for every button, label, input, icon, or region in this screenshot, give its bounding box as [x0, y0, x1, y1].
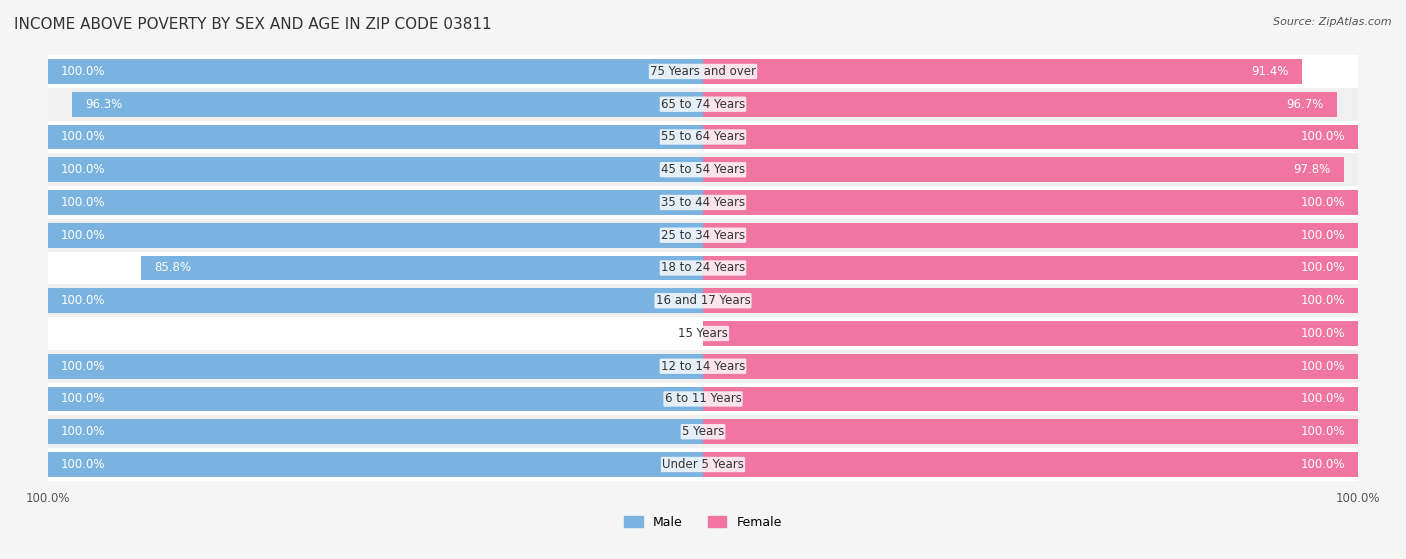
Text: 96.7%: 96.7% [1286, 98, 1323, 111]
Bar [703, 419, 1358, 444]
Bar [48, 186, 1358, 219]
Bar [48, 386, 703, 411]
Text: 100.0%: 100.0% [60, 392, 105, 405]
Text: 65 to 74 Years: 65 to 74 Years [661, 98, 745, 111]
Bar [703, 190, 1358, 215]
Bar [703, 288, 1358, 313]
Bar [48, 448, 1358, 481]
Text: 15 Years: 15 Years [678, 327, 728, 340]
Bar [703, 354, 1358, 378]
Text: INCOME ABOVE POVERTY BY SEX AND AGE IN ZIP CODE 03811: INCOME ABOVE POVERTY BY SEX AND AGE IN Z… [14, 17, 492, 32]
Text: 100.0%: 100.0% [1301, 262, 1346, 274]
Bar [48, 125, 703, 149]
Bar [48, 121, 1358, 153]
Text: 16 and 17 Years: 16 and 17 Years [655, 294, 751, 307]
Bar [703, 452, 1358, 477]
Text: 100.0%: 100.0% [1301, 196, 1346, 209]
Text: 5 Years: 5 Years [682, 425, 724, 438]
Bar [703, 223, 1358, 248]
Text: 75 Years and over: 75 Years and over [650, 65, 756, 78]
Text: 100.0%: 100.0% [60, 229, 105, 241]
Text: 100.0%: 100.0% [60, 196, 105, 209]
Text: 45 to 54 Years: 45 to 54 Years [661, 163, 745, 176]
Bar [703, 386, 1358, 411]
Text: 12 to 14 Years: 12 to 14 Years [661, 360, 745, 373]
Bar [48, 285, 1358, 317]
Bar [48, 350, 1358, 382]
Bar [141, 255, 703, 281]
Bar [703, 125, 1358, 149]
Bar [48, 223, 703, 248]
Text: 100.0%: 100.0% [60, 458, 105, 471]
Bar [48, 317, 1358, 350]
Text: 100.0%: 100.0% [1301, 360, 1346, 373]
Text: 97.8%: 97.8% [1294, 163, 1330, 176]
Bar [48, 219, 1358, 252]
Text: 100.0%: 100.0% [1301, 392, 1346, 405]
Text: 100.0%: 100.0% [1301, 229, 1346, 241]
Bar [703, 157, 1344, 182]
Text: 100.0%: 100.0% [1301, 425, 1346, 438]
Text: 100.0%: 100.0% [60, 425, 105, 438]
Bar [48, 452, 703, 477]
Text: 35 to 44 Years: 35 to 44 Years [661, 196, 745, 209]
Text: 100.0%: 100.0% [60, 65, 105, 78]
Bar [72, 92, 703, 117]
Text: 100.0%: 100.0% [1301, 294, 1346, 307]
Bar [48, 157, 703, 182]
Bar [703, 255, 1358, 281]
Text: 100.0%: 100.0% [1301, 130, 1346, 144]
Text: 100.0%: 100.0% [1301, 458, 1346, 471]
Bar [48, 252, 1358, 285]
Text: 85.8%: 85.8% [153, 262, 191, 274]
Bar [48, 153, 1358, 186]
Bar [48, 288, 703, 313]
Text: 6 to 11 Years: 6 to 11 Years [665, 392, 741, 405]
Text: 100.0%: 100.0% [60, 360, 105, 373]
Text: 25 to 34 Years: 25 to 34 Years [661, 229, 745, 241]
Text: 100.0%: 100.0% [60, 130, 105, 144]
Bar [48, 59, 703, 84]
Text: 91.4%: 91.4% [1251, 65, 1289, 78]
Bar [48, 354, 703, 378]
Text: 18 to 24 Years: 18 to 24 Years [661, 262, 745, 274]
Text: 100.0%: 100.0% [60, 163, 105, 176]
Text: 96.3%: 96.3% [86, 98, 122, 111]
Bar [48, 415, 1358, 448]
Text: Under 5 Years: Under 5 Years [662, 458, 744, 471]
Text: Source: ZipAtlas.com: Source: ZipAtlas.com [1274, 17, 1392, 27]
Legend: Male, Female: Male, Female [619, 511, 787, 534]
Bar [703, 92, 1337, 117]
Bar [48, 419, 703, 444]
Text: 100.0%: 100.0% [1301, 327, 1346, 340]
Bar [48, 88, 1358, 121]
Bar [48, 382, 1358, 415]
Text: 55 to 64 Years: 55 to 64 Years [661, 130, 745, 144]
Bar [48, 55, 1358, 88]
Bar [48, 190, 703, 215]
Bar [703, 321, 1358, 346]
Text: 100.0%: 100.0% [60, 294, 105, 307]
Bar [703, 59, 1302, 84]
